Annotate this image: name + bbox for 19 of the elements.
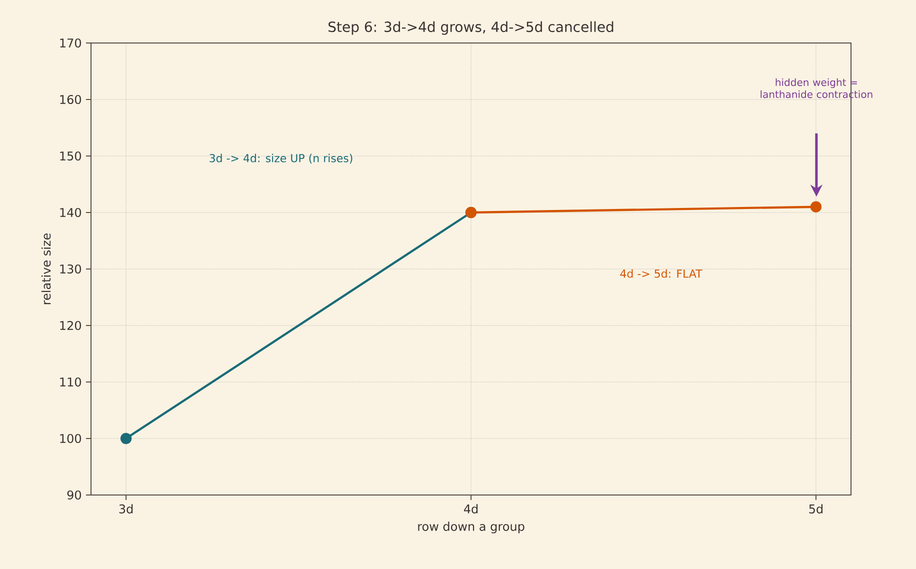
x-tick-label: 3d (119, 504, 133, 514)
y-tick-label: 110 (60, 377, 82, 387)
y-tick-label: 150 (60, 151, 82, 161)
annotation: 4d -> 5d: FLAT (620, 269, 702, 278)
point (810, 201, 822, 212)
x-tick-label: 4d (464, 504, 478, 514)
point (120, 432, 132, 444)
y-tick-label: 90 (67, 490, 82, 500)
annotation: 3d -> 4d: size UP (n rises) (210, 154, 352, 164)
y-tick-label: 120 (60, 320, 82, 330)
y-tick-label: 140 (60, 208, 82, 218)
x-axis-title: row down a group (418, 522, 524, 534)
y-tick-label: 170 (60, 38, 82, 48)
x-tick-label: 5d (809, 504, 822, 514)
y-tick-label: 100 (60, 434, 82, 444)
chart-title: Step 6: 3d->4d grows, 4d->5d cancelled (328, 21, 614, 35)
y-axis-title: relative size (41, 233, 51, 304)
y-tick-label: 160 (60, 94, 82, 104)
y-tick-label: 130 (60, 264, 82, 274)
